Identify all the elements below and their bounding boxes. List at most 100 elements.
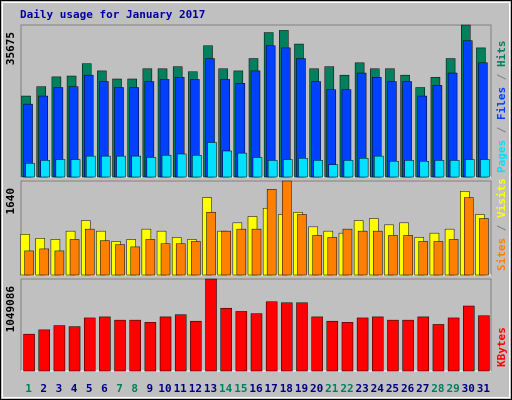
bar: [419, 160, 430, 178]
y-tick-label: 1049086: [4, 286, 17, 333]
legend-separator: /: [495, 67, 508, 87]
bar: [222, 150, 232, 178]
legend-separator: /: [495, 218, 508, 238]
bar: [237, 152, 248, 178]
bar: [191, 241, 201, 276]
bar: [85, 155, 96, 178]
bar: [69, 239, 80, 276]
bar: [283, 159, 293, 178]
bar: [298, 158, 308, 178]
bar: [114, 319, 126, 372]
bar: [267, 160, 278, 178]
x-tick-label: 6: [101, 382, 108, 395]
bar: [433, 241, 444, 276]
y-tick-label: 35675: [4, 32, 17, 65]
bar: [478, 315, 490, 372]
bar: [326, 320, 339, 372]
bar: [146, 157, 157, 178]
x-tick-label: 15: [234, 382, 247, 395]
x-tick-label: 31: [477, 382, 491, 395]
bar: [252, 157, 263, 178]
bar: [281, 302, 293, 372]
x-tick-label: 3: [56, 382, 63, 395]
bar: [175, 243, 186, 276]
bar: [192, 155, 202, 178]
legend-entry: KBytes: [495, 327, 508, 367]
bar: [402, 319, 414, 372]
bar: [327, 237, 338, 276]
bar: [206, 211, 216, 276]
bar: [84, 228, 95, 276]
x-tick-label: 9: [147, 382, 154, 395]
legend: Pages / Files / Hits: [495, 41, 508, 174]
bar: [281, 47, 291, 178]
bar: [387, 319, 399, 372]
bar: [53, 325, 66, 372]
legend-entry: Hits: [495, 41, 508, 68]
bar: [251, 228, 262, 276]
x-tick-label: 27: [416, 382, 429, 395]
bar: [480, 159, 490, 178]
bar: [343, 160, 354, 178]
x-tick-label: 4: [71, 382, 78, 395]
bar: [54, 250, 65, 276]
bar: [297, 214, 307, 276]
x-tick-label: 5: [86, 382, 93, 395]
bar: [449, 160, 460, 178]
bar: [144, 322, 157, 372]
bar: [265, 45, 276, 178]
x-tick-label: 11: [174, 382, 188, 395]
bar: [479, 218, 489, 276]
bar: [145, 239, 156, 276]
bar: [328, 164, 339, 178]
bar: [311, 316, 323, 372]
x-tick-label: 30: [462, 382, 475, 395]
bar: [418, 241, 429, 276]
legend-entry: Visits: [495, 178, 508, 218]
bar: [357, 230, 368, 276]
x-tick-label: 10: [158, 382, 171, 395]
x-tick-label: 19: [295, 382, 308, 395]
bar: [129, 319, 141, 372]
bar: [221, 230, 231, 276]
x-tick-label: 13: [204, 382, 217, 395]
bar: [205, 278, 217, 372]
x-tick-label: 8: [131, 382, 138, 395]
bar: [190, 320, 202, 372]
bar: [116, 155, 126, 178]
bar: [25, 163, 35, 178]
bar: [432, 324, 445, 372]
bar: [38, 329, 50, 372]
bar: [159, 316, 172, 372]
x-tick-label: 7: [116, 382, 123, 395]
bar: [68, 326, 81, 372]
bar: [448, 239, 459, 276]
bar: [417, 316, 430, 372]
bar: [358, 158, 369, 178]
x-tick-label: 26: [401, 382, 415, 395]
bar: [207, 142, 217, 178]
bar: [99, 316, 111, 372]
bar: [463, 40, 473, 178]
bar: [115, 244, 125, 276]
bar: [326, 89, 337, 178]
bar: [40, 160, 50, 178]
legend-separator: /: [495, 120, 508, 140]
bar: [55, 159, 66, 178]
bar: [161, 155, 172, 178]
x-tick-label: 21: [325, 382, 339, 395]
bar: [374, 155, 384, 178]
bar: [372, 316, 384, 372]
bar: [403, 235, 413, 276]
x-tick-label: 22: [340, 382, 353, 395]
bar: [434, 160, 445, 178]
bar: [220, 307, 232, 372]
chart-title: Daily usage for January 2017: [20, 8, 205, 21]
bar: [39, 248, 49, 276]
bar: [70, 159, 81, 178]
bar: [464, 197, 474, 276]
x-tick-label: 23: [356, 382, 369, 395]
x-tick-label: 1: [25, 382, 32, 395]
bar: [388, 235, 398, 276]
